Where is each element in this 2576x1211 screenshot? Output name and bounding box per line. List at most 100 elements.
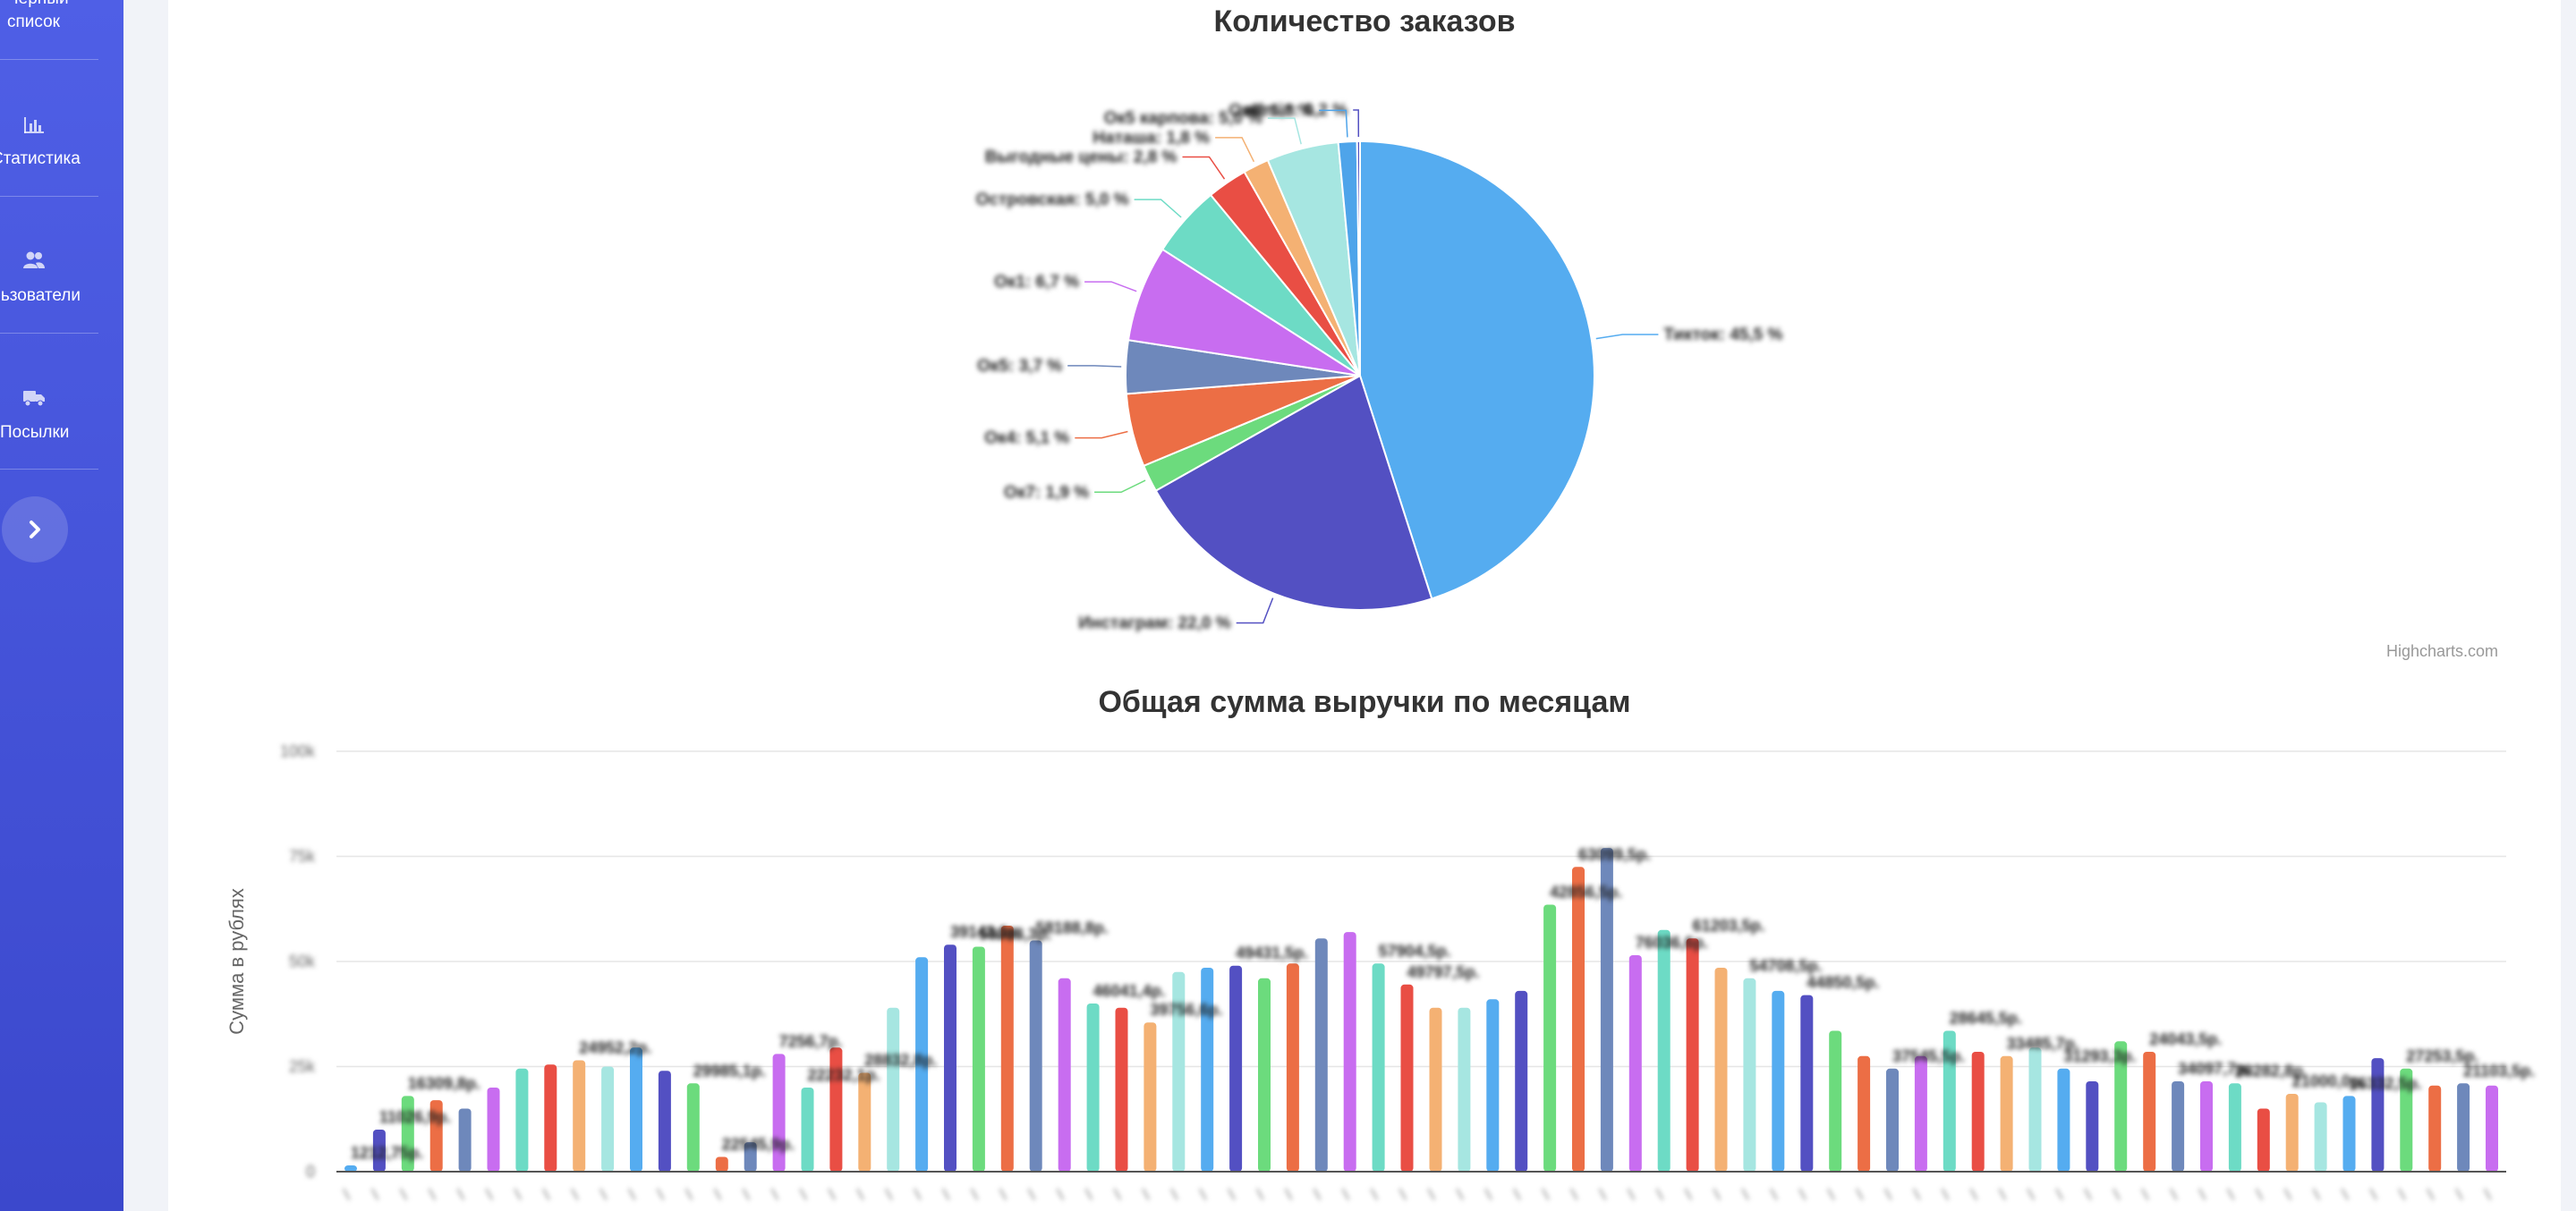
revenue-bar[interactable] (515, 1068, 529, 1172)
revenue-bar[interactable] (1886, 1068, 1899, 1172)
revenue-bar[interactable] (1657, 929, 1671, 1173)
revenue-bar[interactable] (772, 1054, 786, 1172)
pie-slice[interactable] (1154, 374, 1433, 611)
revenue-bar[interactable] (1458, 1007, 1471, 1172)
revenue-bar[interactable] (2172, 1081, 2185, 1172)
revenue-bar[interactable] (429, 1100, 443, 1172)
bar-data-label: 39756,6р. (1150, 1001, 1222, 1019)
revenue-bar[interactable] (1971, 1052, 1985, 1172)
revenue-bar[interactable] (2114, 1041, 2128, 1172)
revenue-bar[interactable] (1229, 965, 1243, 1172)
revenue-bar[interactable] (2086, 1081, 2099, 1172)
revenue-bar[interactable] (1914, 1055, 1927, 1173)
x-tick-label: / (682, 1187, 698, 1203)
bar-data-label: 27253,5р. (2406, 1047, 2478, 1065)
revenue-bar[interactable] (1628, 955, 1642, 1173)
revenue-bar[interactable] (1258, 978, 1271, 1172)
revenue-bar[interactable] (1172, 971, 1186, 1173)
sidebar-item-blacklist[interactable]: Черный список (0, 0, 123, 59)
revenue-bar[interactable] (2457, 1083, 2470, 1172)
revenue-bar[interactable] (1429, 1007, 1442, 1172)
pie-slice[interactable] (1126, 248, 1361, 377)
revenue-bar[interactable] (1943, 1030, 1956, 1173)
revenue-bar[interactable] (1058, 978, 1071, 1172)
x-tick-label: / (967, 1187, 983, 1203)
revenue-bar[interactable] (944, 944, 956, 1172)
revenue-bar[interactable] (1143, 1022, 1157, 1172)
revenue-bar[interactable] (1572, 867, 1585, 1173)
revenue-bar[interactable] (1201, 968, 1214, 1172)
revenue-bar[interactable] (2057, 1068, 2070, 1172)
revenue-bar[interactable] (744, 1142, 757, 1172)
revenue-bar[interactable] (887, 1007, 900, 1172)
x-tick-label: / (1082, 1187, 1098, 1203)
revenue-bar[interactable] (2028, 1047, 2042, 1172)
pie-slice[interactable] (1356, 140, 1361, 377)
revenue-bar[interactable] (915, 957, 929, 1172)
revenue-bar[interactable] (1772, 990, 1785, 1172)
revenue-bar[interactable] (2400, 1068, 2413, 1172)
revenue-bar[interactable] (1343, 932, 1356, 1172)
revenue-bar[interactable] (544, 1064, 557, 1173)
y-tick-label: 50k (289, 953, 316, 970)
revenue-bar[interactable] (1714, 968, 1728, 1172)
revenue-bar[interactable] (2257, 1108, 2270, 1173)
revenue-bar[interactable] (1086, 1004, 1100, 1172)
pie-slice[interactable] (1359, 140, 1595, 600)
sidebar-collapse-toggle[interactable] (2, 496, 68, 563)
revenue-bar[interactable] (715, 1156, 728, 1173)
revenue-bar[interactable] (1486, 999, 1500, 1172)
sidebar-item-statistics[interactable]: Статистика (0, 60, 123, 196)
revenue-bar[interactable] (1000, 926, 1014, 1172)
revenue-bar[interactable] (2000, 1055, 2013, 1173)
revenue-bar[interactable] (1543, 904, 1557, 1172)
revenue-bar[interactable] (801, 1088, 814, 1172)
revenue-bar-chart: 0 25k 50k 75k 100k Сумма в рублях / / / / / / / / / / / /… (225, 742, 2535, 1203)
revenue-bar[interactable] (2342, 1096, 2356, 1172)
revenue-bar[interactable] (2314, 1102, 2327, 1173)
sidebar-item-parcels[interactable]: Посылки (0, 334, 123, 470)
revenue-bar[interactable] (2228, 1083, 2241, 1172)
x-tick-label: / (1795, 1187, 1811, 1203)
revenue-bar[interactable] (1829, 1030, 1842, 1173)
revenue-bar[interactable] (2200, 1081, 2213, 1172)
revenue-bar[interactable] (658, 1071, 671, 1172)
revenue-bar[interactable] (372, 1130, 386, 1172)
highcharts-credits[interactable]: Highcharts.com (2385, 642, 2498, 660)
revenue-bar[interactable] (1515, 990, 1528, 1172)
revenue-bar[interactable] (686, 1083, 700, 1172)
bar-data-label: 16309,8р. (408, 1074, 480, 1092)
revenue-bar[interactable] (1600, 848, 1613, 1172)
revenue-bar[interactable] (2285, 1094, 2299, 1172)
revenue-bar[interactable] (630, 1047, 642, 1172)
revenue-bar[interactable] (487, 1088, 500, 1172)
revenue-bar[interactable] (601, 1066, 615, 1173)
x-tick-label: / (710, 1187, 727, 1203)
revenue-bar[interactable] (1743, 978, 1756, 1172)
revenue-bar[interactable] (1029, 940, 1042, 1173)
x-tick-label: / (2023, 1187, 2039, 1203)
revenue-bar[interactable] (1314, 938, 1328, 1173)
revenue-bar[interactable] (829, 1047, 843, 1172)
sidebar-item-users[interactable]: Пользователи (0, 197, 123, 333)
revenue-bar[interactable] (1286, 963, 1299, 1172)
revenue-bar[interactable] (401, 1096, 414, 1172)
revenue-bar[interactable] (2371, 1058, 2385, 1172)
revenue-bar[interactable] (1115, 1007, 1128, 1172)
revenue-bar[interactable] (344, 1165, 357, 1172)
revenue-bar[interactable] (1858, 1055, 1871, 1173)
revenue-bar[interactable] (573, 1060, 586, 1173)
x-tick-label: / (1595, 1187, 1611, 1203)
revenue-bar[interactable] (1372, 963, 1385, 1172)
revenue-bar[interactable] (1800, 995, 1814, 1172)
revenue-bar[interactable] (1400, 984, 1414, 1172)
x-tick-label: / (2337, 1187, 2353, 1203)
revenue-bar[interactable] (2143, 1052, 2156, 1172)
revenue-bar[interactable] (2486, 1085, 2498, 1172)
revenue-bar[interactable] (972, 946, 985, 1173)
x-tick-label: / (2394, 1187, 2410, 1203)
revenue-bar[interactable] (1686, 938, 1699, 1173)
revenue-bar[interactable] (458, 1108, 472, 1173)
revenue-bar[interactable] (858, 1072, 871, 1172)
revenue-bar[interactable] (2428, 1085, 2442, 1172)
